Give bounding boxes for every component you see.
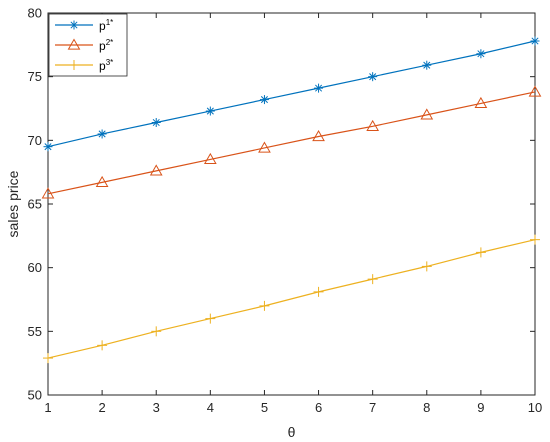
y-tick-label: 50 xyxy=(28,388,42,403)
plot-area xyxy=(47,12,536,396)
data-point xyxy=(314,83,324,93)
legend-item: p3* xyxy=(55,58,113,73)
data-point xyxy=(151,326,162,337)
x-tick-label: 8 xyxy=(423,400,430,415)
y-axis-label: sales price xyxy=(5,170,21,237)
data-point xyxy=(528,85,542,97)
legend-label: p3* xyxy=(99,58,113,73)
data-point xyxy=(95,175,109,187)
series-line-3 xyxy=(47,239,536,359)
x-tick-label: 7 xyxy=(369,400,376,415)
y-tick-label: 60 xyxy=(28,260,42,275)
series-line-2 xyxy=(47,91,536,195)
data-point xyxy=(203,152,217,165)
data-point xyxy=(259,95,269,105)
x-tick-label: 2 xyxy=(98,400,105,415)
data-point xyxy=(313,286,324,297)
data-point xyxy=(420,108,434,120)
series-lines xyxy=(47,40,536,359)
data-point xyxy=(475,247,486,258)
x-tick-label: 1 xyxy=(44,400,51,415)
series-line-1 xyxy=(47,40,536,148)
data-point xyxy=(43,353,53,364)
legend-marker xyxy=(69,60,79,70)
x-tick-label: 9 xyxy=(477,400,484,415)
legend-label: p1* xyxy=(99,18,113,33)
y-tick-label: 65 xyxy=(28,197,42,212)
data-point xyxy=(43,142,53,152)
data-point xyxy=(366,119,380,131)
legend: p1* p2* p3* xyxy=(48,13,128,77)
legend-marker xyxy=(69,20,79,30)
data-point xyxy=(368,72,378,82)
data-point xyxy=(259,300,270,311)
y-tick-label: 70 xyxy=(28,133,42,148)
data-point xyxy=(205,313,216,324)
data-point xyxy=(530,234,540,245)
x-tick-label: 5 xyxy=(261,400,268,415)
data-point xyxy=(205,106,215,116)
x-tick-label: 6 xyxy=(315,400,322,415)
legend-marker xyxy=(67,38,81,50)
data-point xyxy=(258,141,271,153)
data-point xyxy=(474,96,488,109)
data-point xyxy=(41,187,55,199)
data-point xyxy=(97,129,107,139)
data-point xyxy=(422,60,432,70)
data-point xyxy=(151,118,161,128)
ticks: 1 2 3 4 5 6 7 8 9 10 50 55 60 65 70 75 80 xyxy=(28,6,543,416)
legend-item: p2* xyxy=(55,38,113,53)
data-point xyxy=(476,49,486,59)
legend-item: p1* xyxy=(55,18,113,33)
y-tick-label: 55 xyxy=(28,324,42,339)
legend-label: p2* xyxy=(99,38,113,53)
y-tick-label: 75 xyxy=(28,69,42,84)
data-point xyxy=(530,36,540,46)
data-point xyxy=(97,340,108,351)
x-axis-label: θ xyxy=(288,424,296,440)
x-tick-label: 10 xyxy=(528,400,542,415)
x-tick-label: 4 xyxy=(207,400,214,415)
y-tick-label: 80 xyxy=(28,6,42,21)
series-markers xyxy=(41,36,542,364)
data-point xyxy=(367,274,378,285)
x-tick-label: 3 xyxy=(153,400,160,415)
data-point xyxy=(421,261,432,272)
data-point xyxy=(312,130,325,142)
data-point xyxy=(149,164,163,176)
